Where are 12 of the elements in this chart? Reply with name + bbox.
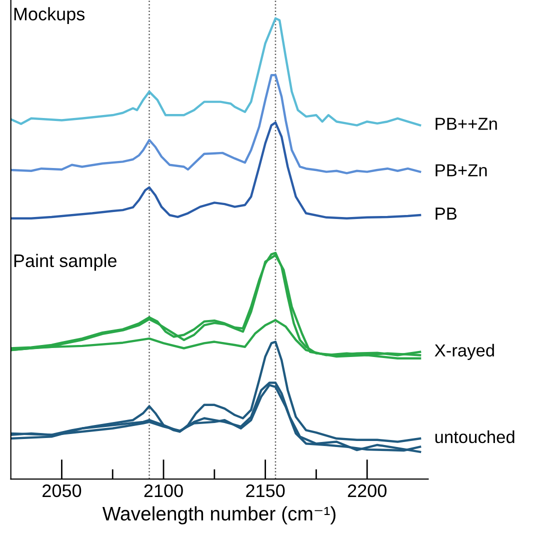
series-label: untouched (435, 430, 514, 444)
x-tick-label: 2050 (42, 484, 82, 498)
series-label: X-rayed (434, 344, 494, 360)
series-label: PB++Zn (436, 118, 497, 130)
x-tick-label: 2200 (348, 484, 386, 498)
annotation: Paint sample (14, 254, 116, 271)
series-label: PB+Zn (436, 164, 487, 176)
series-label: PB (436, 208, 457, 220)
x-tick-label: 2100 (144, 484, 183, 498)
x-axis-title: Wavelength number (cm⁻¹) (102, 506, 336, 524)
annotation: Mockups (14, 7, 85, 24)
x-tick-label: 2150 (246, 484, 285, 498)
